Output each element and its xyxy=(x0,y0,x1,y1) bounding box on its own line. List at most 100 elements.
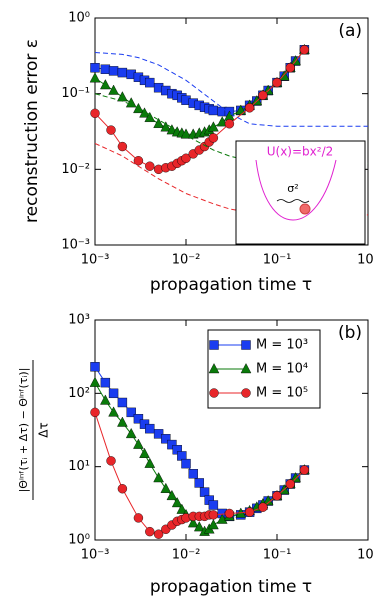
x-tick-label: 10⁻³ xyxy=(81,253,110,268)
marker xyxy=(224,119,235,129)
marker xyxy=(144,457,156,468)
marker xyxy=(208,105,219,116)
marker xyxy=(108,84,119,95)
inset: U(x)=bx²/2 σ² xyxy=(235,140,366,245)
marker xyxy=(90,362,100,372)
marker xyxy=(153,117,164,128)
marker xyxy=(208,121,219,132)
marker xyxy=(90,407,100,418)
marker xyxy=(125,97,137,108)
y-tick-label: 10⁻² xyxy=(61,162,90,177)
marker xyxy=(285,63,295,73)
legend-label: M = 10³ xyxy=(256,338,308,353)
marker xyxy=(224,508,235,519)
marker xyxy=(133,438,144,449)
marker xyxy=(108,388,119,399)
x-tick-label: 10⁻¹ xyxy=(263,548,292,563)
marker xyxy=(108,406,119,417)
x-tick-label: 10⁻¹ xyxy=(263,253,292,268)
theory-line xyxy=(95,93,368,164)
marker xyxy=(100,64,111,74)
marker xyxy=(160,482,172,493)
marker xyxy=(126,407,136,418)
marker xyxy=(208,510,219,520)
marker xyxy=(193,521,205,532)
marker xyxy=(171,497,183,508)
marker xyxy=(181,458,191,469)
marker xyxy=(90,108,100,119)
marker xyxy=(194,478,204,488)
marker xyxy=(145,77,155,88)
plot-frame xyxy=(94,17,369,246)
marker xyxy=(241,388,251,398)
marker xyxy=(208,519,219,530)
marker xyxy=(208,363,220,374)
inset-box xyxy=(235,140,366,245)
marker xyxy=(188,469,198,479)
y-tick-label: 10² xyxy=(68,386,90,401)
marker xyxy=(139,107,150,118)
marker xyxy=(117,397,128,408)
x-axis-label: propagation time τ xyxy=(150,275,312,295)
marker xyxy=(167,439,177,450)
theory-line xyxy=(95,52,368,127)
marker xyxy=(145,526,155,537)
y-tick-label: 10⁻¹ xyxy=(61,86,90,101)
y-tick-label: 10³ xyxy=(68,313,90,328)
y-tick-label: 10⁰ xyxy=(68,11,90,26)
marker xyxy=(208,500,219,510)
panel-label: (b) xyxy=(338,323,362,343)
marker xyxy=(166,489,178,501)
marker xyxy=(117,416,128,427)
marker xyxy=(208,133,219,143)
marker xyxy=(89,376,101,387)
marker xyxy=(272,77,282,88)
marker xyxy=(145,423,155,434)
marker xyxy=(153,529,164,539)
marker xyxy=(100,377,111,388)
y-axis-label-numerator: |Θⁱⁿᶠ(τᵢ + Δτ) − Θⁱⁿᶠ(τᵢ)| xyxy=(17,368,30,493)
x-tick-label: 10⁻² xyxy=(172,253,201,268)
marker xyxy=(290,472,301,483)
marker xyxy=(125,427,137,439)
x-tick-label: 10⁰ xyxy=(357,253,374,268)
plot-frame xyxy=(94,319,369,541)
marker xyxy=(90,63,100,73)
x-axis-label: propagation time τ xyxy=(150,577,312,597)
marker xyxy=(187,517,199,528)
marker xyxy=(108,66,119,76)
potential-curve xyxy=(255,159,337,221)
marker xyxy=(117,484,128,494)
marker xyxy=(272,491,282,501)
marker xyxy=(106,456,116,466)
marker xyxy=(244,507,255,517)
marker xyxy=(117,141,128,152)
y-tick-label: 10¹ xyxy=(68,459,90,474)
marker xyxy=(145,161,155,171)
wiggle xyxy=(276,199,310,203)
y-tick-label: 10⁻³ xyxy=(61,238,90,253)
marker xyxy=(216,116,228,127)
marker xyxy=(244,103,255,113)
marker xyxy=(240,363,252,374)
marker xyxy=(144,111,156,122)
marker xyxy=(133,513,144,523)
x-tick-label: 10⁻³ xyxy=(81,548,110,563)
marker xyxy=(100,79,111,90)
marker xyxy=(153,472,164,483)
marker xyxy=(153,429,164,439)
marker xyxy=(299,45,310,55)
marker xyxy=(106,125,116,135)
panel-label: (a) xyxy=(338,21,362,41)
marker xyxy=(161,434,171,444)
marker xyxy=(285,479,295,489)
marker xyxy=(176,503,188,514)
marker xyxy=(251,95,263,106)
marker xyxy=(133,102,144,114)
inset-variance: σ² xyxy=(287,182,298,195)
marker xyxy=(139,447,150,458)
marker xyxy=(181,153,191,163)
marker xyxy=(258,90,268,101)
legend-label: M = 10⁵ xyxy=(256,386,308,401)
x-tick-label: 10⁻² xyxy=(172,548,201,563)
